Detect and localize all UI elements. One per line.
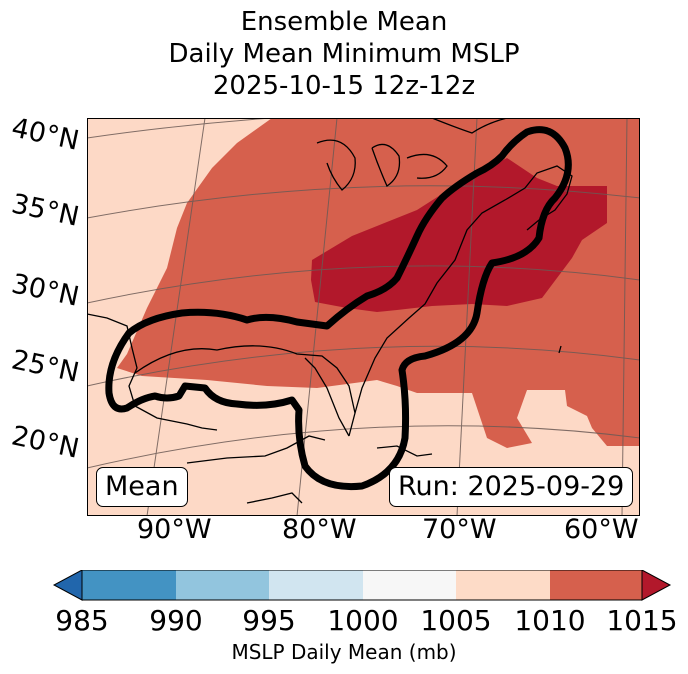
colorbar-tick-990: 990 bbox=[149, 604, 203, 637]
coastlines bbox=[87, 118, 573, 504]
mean-badge: Mean bbox=[96, 467, 188, 507]
colorbar-bin-1000-1005 bbox=[363, 570, 456, 600]
colorbar-tick-1005: 1005 bbox=[420, 604, 492, 637]
lat-label-25: 25°N bbox=[8, 344, 82, 389]
title-line2: Daily Mean Minimum MSLP bbox=[168, 39, 520, 69]
graticule bbox=[87, 118, 640, 516]
colorbar-tick-995: 995 bbox=[242, 604, 296, 637]
lon-label-90: 90°W bbox=[137, 514, 212, 545]
lon-label-80: 80°W bbox=[282, 514, 357, 545]
lat-label-20: 20°N bbox=[8, 420, 82, 465]
region-outline bbox=[105, 126, 572, 491]
colorbar-bin-1010-1015 bbox=[550, 570, 642, 600]
lon-label-70: 70°W bbox=[422, 514, 497, 545]
pressure-fill-dark bbox=[311, 158, 607, 312]
colorbar-extend-high bbox=[641, 570, 672, 601]
title-line1: Ensemble Mean bbox=[240, 7, 448, 37]
colorbar-tick-1010: 1010 bbox=[514, 604, 586, 637]
colorbar-tick-1000: 1000 bbox=[327, 604, 399, 637]
lon-label-60: 60°W bbox=[564, 514, 639, 545]
lat-label-35: 35°N bbox=[8, 188, 82, 233]
colorbar-bin-990-995 bbox=[176, 570, 269, 600]
colorbar-bin-995-1000 bbox=[269, 570, 363, 600]
colorbar-tick-985: 985 bbox=[55, 604, 109, 637]
lat-label-30: 30°N bbox=[8, 268, 82, 313]
run-date-badge: Run: 2025-09-29 bbox=[389, 467, 634, 507]
colorbar-extend-low bbox=[52, 570, 83, 601]
lat-label-40: 40°N bbox=[8, 112, 82, 157]
colorbar-tick-1015: 1015 bbox=[606, 604, 678, 637]
title-line3: 2025-10-15 12z-12z bbox=[212, 71, 476, 101]
colorbar bbox=[52, 570, 672, 601]
colorbar-label: MSLP Daily Mean (mb) bbox=[231, 640, 457, 664]
colorbar-bin-985-990 bbox=[82, 570, 176, 600]
colorbar-bin-1005-1010 bbox=[456, 570, 550, 600]
map-panel bbox=[87, 118, 640, 516]
